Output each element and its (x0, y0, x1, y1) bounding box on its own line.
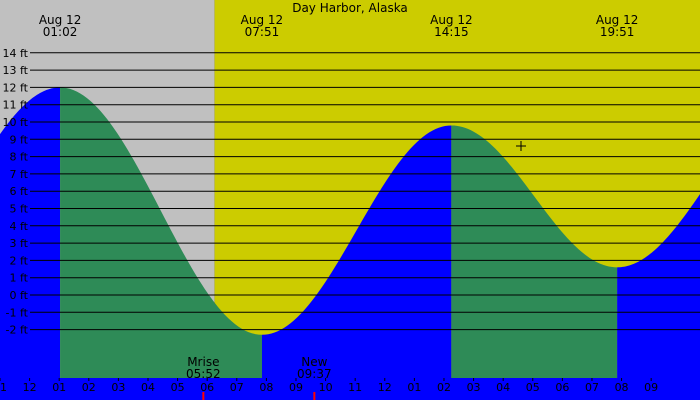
y-tick-label: 13 ft (3, 64, 29, 77)
y-tick-label: 8 ft (10, 151, 29, 164)
y-tick-label: 14 ft (3, 47, 29, 60)
y-tick-label: 0 ft (10, 289, 29, 302)
x-tick-label: 11 (0, 381, 7, 394)
rising-tide-area (0, 87, 61, 379)
event-time: 05:52 (186, 367, 221, 381)
tide-date-label: Aug 12 (241, 13, 284, 27)
tide-time-label: 07:51 (245, 25, 280, 39)
event-label: Mrise (187, 355, 219, 369)
x-tick-label: 01 (52, 381, 66, 394)
y-tick-label: 3 ft (10, 237, 29, 250)
x-tick-label: 12 (23, 381, 37, 394)
y-tick-label: -2 ft (6, 324, 29, 337)
y-tick-label: 9 ft (10, 133, 29, 146)
y-tick-label: 12 ft (3, 81, 29, 94)
tide-time-label: 14:15 (434, 25, 469, 39)
x-tick-label: 04 (141, 381, 155, 394)
tide-date-label: Aug 12 (39, 13, 82, 27)
x-tick-label: 11 (348, 381, 362, 394)
x-axis-strip (0, 378, 700, 400)
x-tick-label: 05 (526, 381, 540, 394)
tide-time-label: 01:02 (43, 25, 78, 39)
y-tick-label: 7 ft (10, 168, 29, 181)
crosshair-cursor-icon (516, 141, 526, 151)
falling-tide-area (451, 125, 618, 379)
y-tick-label: 6 ft (10, 185, 29, 198)
x-tick-label: 03 (111, 381, 125, 394)
event-time: 09:37 (297, 367, 332, 381)
y-tick-label: 4 ft (10, 220, 29, 233)
x-tick-label: 12 (378, 381, 392, 394)
tide-date-label: Aug 12 (596, 13, 639, 27)
y-tick-label: 5 ft (10, 203, 29, 216)
x-tick-label: 07 (230, 381, 244, 394)
x-tick-label: 02 (82, 381, 96, 394)
x-tick-label: 06 (555, 381, 569, 394)
y-tick-label: 1 ft (10, 272, 29, 285)
x-tick-label: 01 (407, 381, 421, 394)
falling-tide-area (60, 87, 262, 379)
x-tick-label: 08 (615, 381, 629, 394)
y-tick-label: 2 ft (10, 254, 29, 267)
x-tick-label: 05 (171, 381, 185, 394)
x-tick-label: 07 (585, 381, 599, 394)
event-label: New (301, 355, 327, 369)
tide-time-label: 19:51 (600, 25, 635, 39)
y-tick-label: 11 ft (3, 99, 29, 112)
x-tick-label: 10 (319, 381, 333, 394)
rising-tide-area (617, 194, 700, 378)
rising-tide-area (261, 125, 452, 379)
y-tick-label: -1 ft (6, 306, 29, 319)
x-tick-label: 04 (496, 381, 510, 394)
y-tick-label: 10 ft (3, 116, 29, 129)
x-tick-label: 09 (289, 381, 303, 394)
x-tick-label: 03 (467, 381, 481, 394)
chart-title: Day Harbor, Alaska (292, 1, 408, 15)
x-tick-label: 09 (644, 381, 658, 394)
x-tick-label: 02 (437, 381, 451, 394)
x-tick-label: 08 (259, 381, 273, 394)
tide-date-label: Aug 12 (430, 13, 473, 27)
x-tick-label: 06 (200, 381, 214, 394)
